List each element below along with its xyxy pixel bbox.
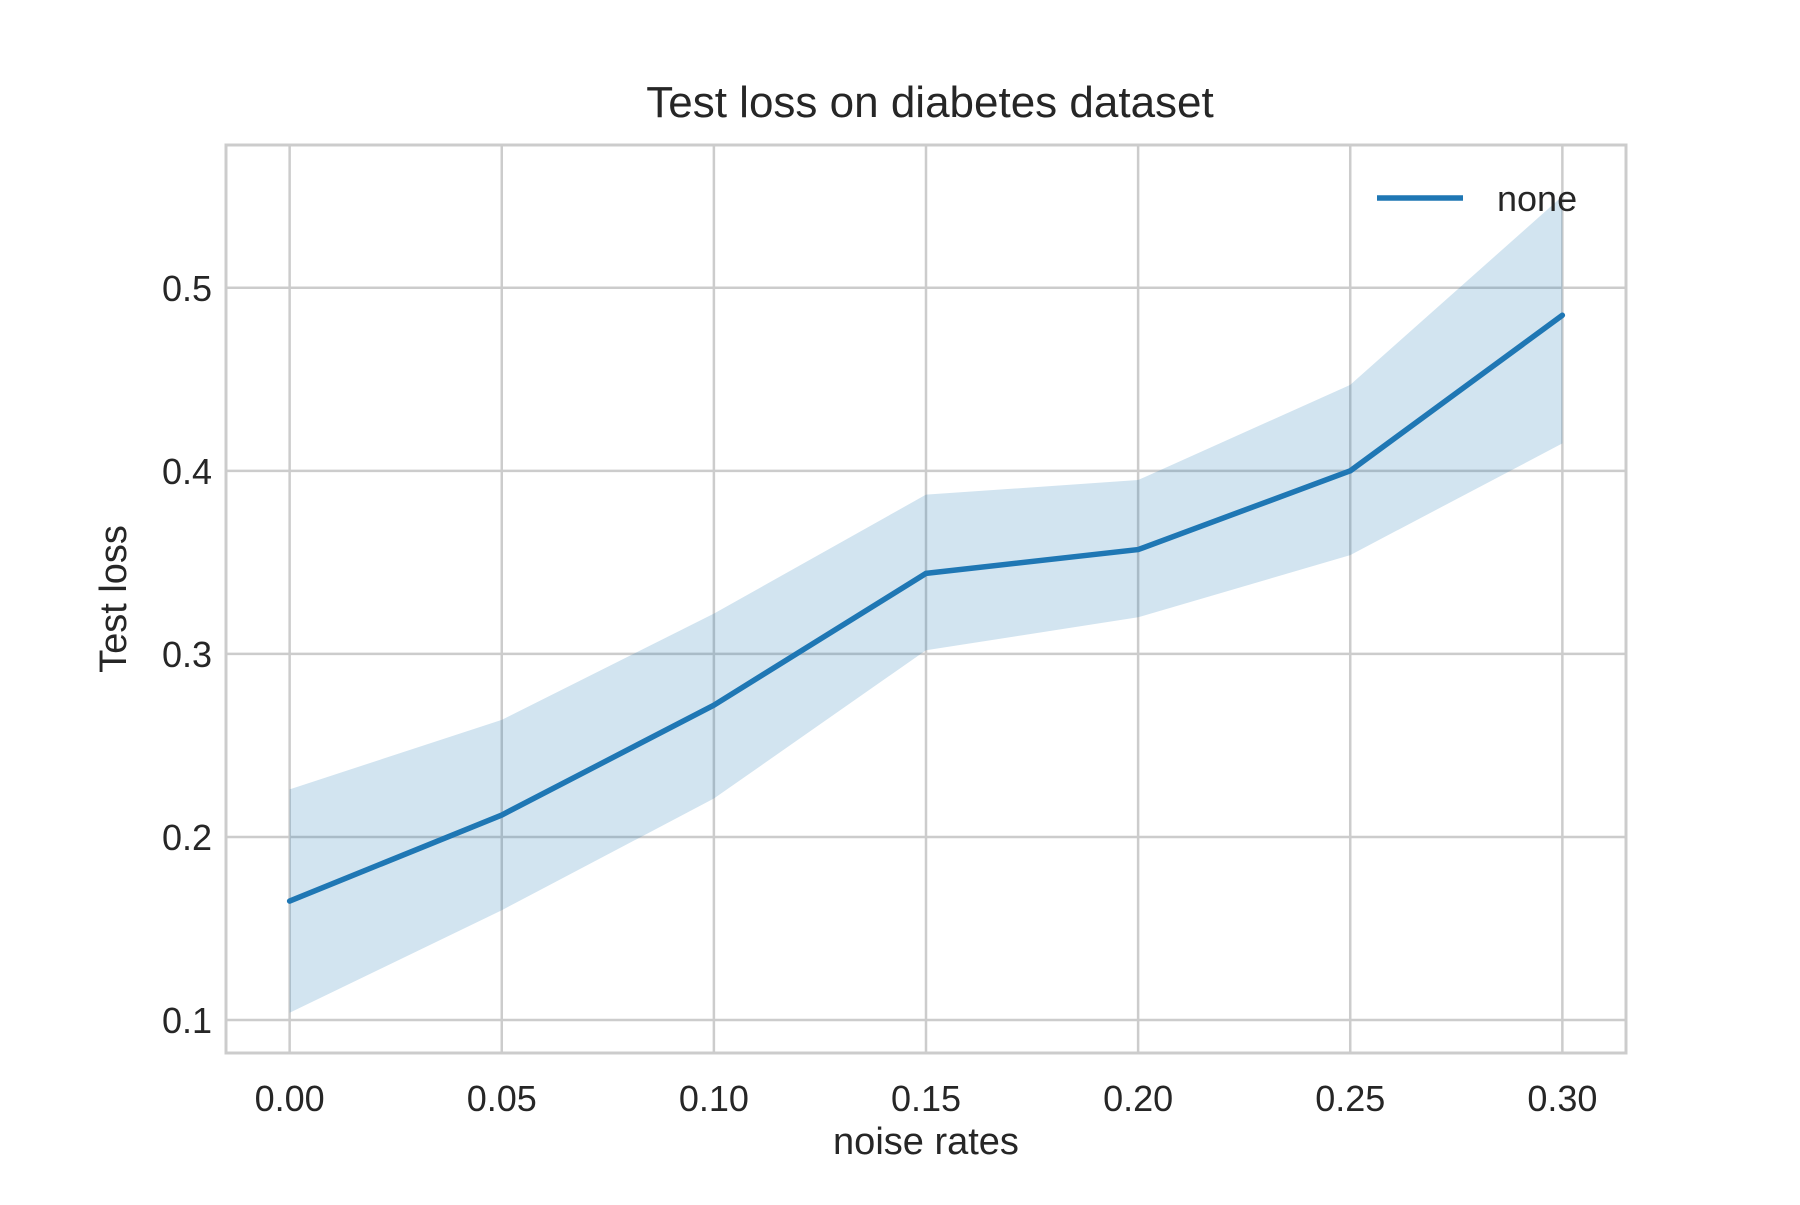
confidence-bands [289, 196, 1563, 1013]
x-tick-label: 0.00 [255, 1078, 325, 1119]
legend-label-none: none [1497, 178, 1577, 219]
series-lines [286, 312, 1566, 904]
grid [226, 145, 1626, 1053]
x-tick-label: 0.05 [467, 1078, 537, 1119]
y-axis-ticks: 0.1 0.2 0.3 0.4 0.5 [162, 268, 212, 1041]
x-tick-label: 0.30 [1527, 1078, 1597, 1119]
y-tick-label: 0.4 [162, 451, 212, 492]
x-axis-label: noise rates [833, 1121, 1019, 1163]
plot-frame [224, 143, 1628, 1055]
x-tick-label: 0.15 [891, 1078, 961, 1119]
y-tick-label: 0.2 [162, 817, 212, 858]
confidence-band-none [289, 196, 1563, 1013]
y-tick-label: 0.3 [162, 634, 212, 675]
x-tick-label: 0.20 [1103, 1078, 1173, 1119]
x-axis-ticks: 0.00 0.05 0.10 0.15 0.20 0.25 0.30 [255, 1078, 1598, 1119]
series-line-none [286, 312, 1566, 904]
y-tick-label: 0.1 [162, 1000, 212, 1041]
y-tick-label: 0.5 [162, 268, 212, 309]
x-tick-label: 0.10 [679, 1078, 749, 1119]
chart-title: Test loss on diabetes dataset [646, 78, 1213, 127]
y-axis-label: Test loss [93, 525, 135, 673]
legend: none [1377, 178, 1577, 219]
x-tick-label: 0.25 [1315, 1078, 1385, 1119]
